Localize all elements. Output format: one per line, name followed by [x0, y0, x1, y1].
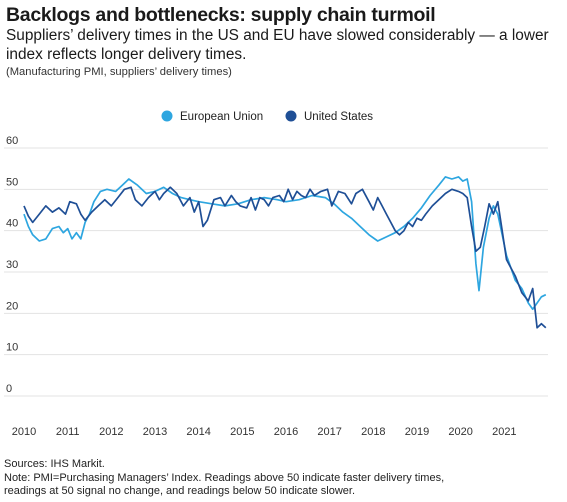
chart-subtitle: Suppliers’ delivery times in the US and … — [6, 27, 549, 63]
chart-title: Backlogs and bottlenecks: supply chain t… — [6, 4, 436, 26]
legend-label-united-states: United States — [304, 111, 373, 123]
chart-unit-note: (Manufacturing PMI, suppliers’ delivery … — [6, 66, 232, 78]
series-lines — [23, 176, 547, 329]
x-tick-label-2019: 2019 — [405, 426, 429, 438]
y-axis-ticks: 0 10 20 30 40 50 60 — [6, 135, 18, 395]
x-tick-label-2018: 2018 — [361, 426, 385, 438]
x-tick-label-2010: 2010 — [12, 426, 36, 438]
definition-note-line2: readings at 50 signal no change, and rea… — [4, 485, 356, 497]
footer-notes: Sources: IHS Markit. Note: PMI=Purchasin… — [4, 458, 564, 499]
x-tick-label-2013: 2013 — [143, 426, 167, 438]
legend-swatch-european-union — [161, 110, 173, 122]
y-tick-label-50: 50 — [6, 176, 18, 188]
y-tick-label-30: 30 — [6, 259, 18, 271]
x-axis-ticks: 2010 2011 2012 2013 2014 2015 2016 2017 2018 2019… — [12, 426, 517, 438]
x-tick-label-2017: 2017 — [317, 426, 341, 438]
y-tick-label-0: 0 — [6, 383, 12, 395]
source-note: Sources: IHS Markit. — [4, 458, 105, 470]
y-tick-label-60: 60 — [6, 135, 18, 147]
y-tick-label-40: 40 — [6, 218, 18, 230]
legend-swatch-united-states — [285, 110, 297, 122]
legend-label-european-union: European Union — [180, 111, 263, 123]
series-line-united-states — [23, 186, 547, 329]
x-tick-label-2014: 2014 — [186, 426, 210, 438]
x-tick-label-2021: 2021 — [492, 426, 516, 438]
gridlines — [4, 147, 548, 397]
y-tick-label-20: 20 — [6, 300, 18, 312]
x-tick-label-2012: 2012 — [99, 426, 123, 438]
series-line-european-union — [23, 176, 547, 311]
x-tick-label-2011: 2011 — [56, 426, 80, 438]
definition-note-line1: Note: PMI=Purchasing Managers’ Index. Re… — [4, 471, 445, 484]
x-tick-label-2016: 2016 — [274, 426, 298, 438]
legend: European Union United States — [161, 110, 373, 123]
x-tick-label-2015: 2015 — [230, 426, 254, 438]
x-tick-label-2020: 2020 — [448, 426, 472, 438]
y-tick-label-10: 10 — [6, 342, 18, 354]
